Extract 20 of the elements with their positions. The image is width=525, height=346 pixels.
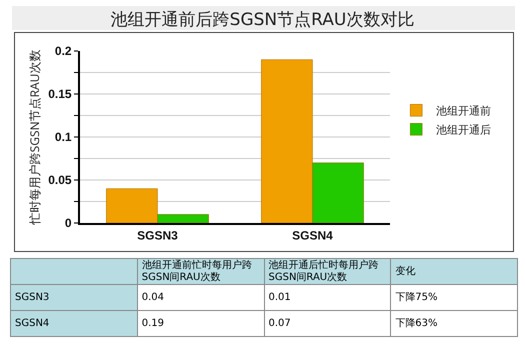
text: 0.01 [264, 284, 391, 310]
text: 0.04 [137, 284, 264, 310]
y-tick-label: 0.1 [54, 130, 72, 144]
y-tick-label: 0.15 [48, 87, 72, 102]
chart-title: 池组开通前后跨SGSN节点RAU次数对比 [110, 10, 414, 30]
text: 变化 [390, 258, 518, 284]
y-axis-title: 忙时每用户跨SGSN节点RAU次数 [26, 50, 44, 226]
category-label: SGSN3 [15, 292, 50, 302]
legend-label: 池组开通后 [436, 122, 492, 138]
y-tick-label: 0.2 [54, 44, 72, 58]
text: 0.07 [264, 310, 391, 336]
category-label: SGSN4 [15, 318, 50, 328]
text: 下降75% [390, 284, 518, 310]
text: 池组开通前忙时每用户跨SGSN间RAU次数 [137, 258, 264, 284]
y-tick-label: 0.05 [48, 173, 72, 188]
text: 下降63% [390, 310, 518, 336]
text: 池组开通后忙时每用户跨SGSN间RAU次数 [264, 258, 391, 284]
y-tick-label: 0 [64, 216, 72, 230]
text: 0.19 [137, 310, 264, 336]
legend-label: 池组开通前 [436, 104, 492, 119]
